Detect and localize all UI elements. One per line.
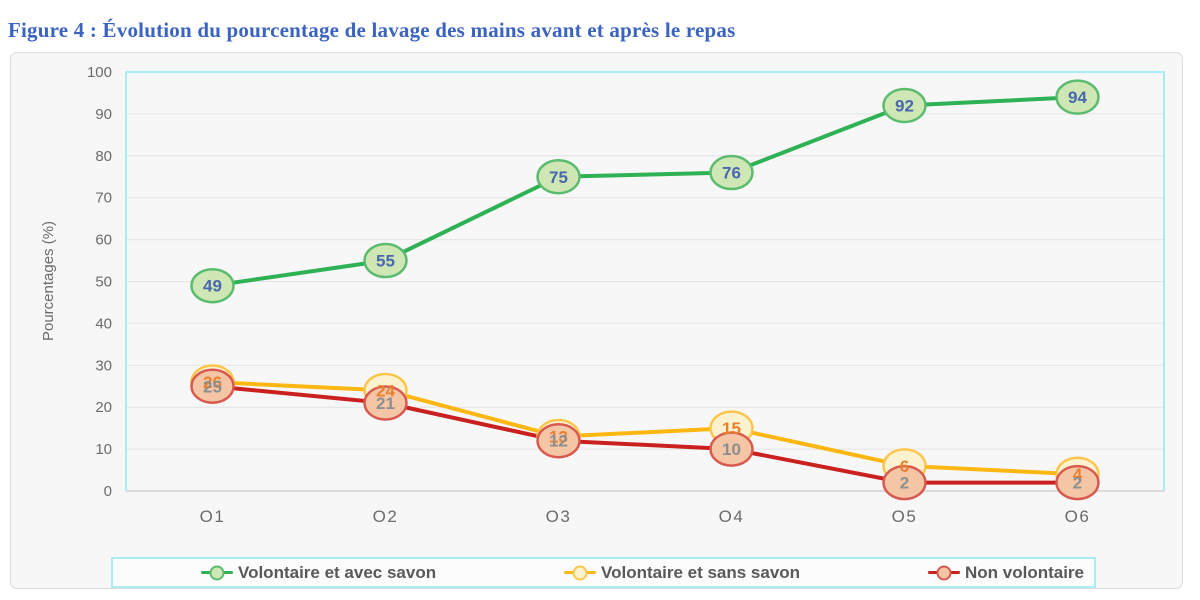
y-tick-label: 10 (95, 441, 112, 458)
x-tick-label: O1 (200, 507, 226, 526)
legend-item-non-volontaire: Non volontaire (927, 562, 1084, 583)
y-axis-title: Pourcentages (%) (40, 221, 57, 341)
legend-label-non-volontaire: Non volontaire (964, 562, 1084, 582)
data-point-label: 25 (203, 377, 222, 396)
green-series-legend-marker-icon (201, 564, 233, 581)
legend-item-volontaire-avec-savon: Volontaire et avec savon (201, 563, 436, 583)
y-tick-label: 40 (95, 315, 112, 332)
x-tick-label: O4 (719, 507, 745, 526)
data-point-marker (190, 368, 235, 404)
data-point-label: 12 (549, 432, 568, 451)
x-tick-label: O3 (546, 507, 572, 526)
x-tick-label: O2 (373, 507, 399, 526)
series-line (212, 384, 1078, 485)
data-point-label: 13 (549, 428, 568, 447)
legend-label-volontaire-avec-savon: Volontaire et avec savon (238, 562, 437, 582)
data-point-label: 2 (1073, 474, 1082, 493)
data-point-marker (536, 159, 581, 195)
y-tick-label: 30 (95, 357, 112, 374)
y-tick-label: 50 (95, 274, 112, 291)
data-point-label: 76 (722, 164, 741, 183)
x-tick-label: O5 (892, 507, 918, 526)
data-point-marker (363, 242, 408, 279)
data-point-label: 49 (203, 277, 222, 296)
red-series-legend-marker-icon (927, 564, 960, 581)
data-point-label: 4 (1073, 465, 1083, 484)
data-point-label: 94 (1068, 88, 1087, 107)
figure-title: Figure 4 : Évolution du pourcentage de l… (8, 18, 736, 43)
data-point-marker (709, 431, 754, 467)
data-point-marker (882, 464, 927, 501)
legend-circle-glyph (209, 565, 225, 580)
line-chart: 0 10 20 30 40 50 60 70 80 90 100 Pourcentages (%) O1… (40, 64, 1165, 526)
y-tick-label: 60 (95, 232, 112, 249)
data-point-label: 55 (376, 252, 395, 271)
data-point-label: 2 (900, 474, 909, 493)
data-point-label: 26 (203, 373, 222, 392)
chart-legend: Volontaire et avec savon Volontaire et s… (111, 557, 1096, 588)
y-tick-label: 20 (95, 399, 112, 416)
legend-label-volontaire-sans-savon: Volontaire et sans savon (601, 562, 801, 582)
data-point-label: 75 (549, 168, 568, 187)
y-tick-label: 90 (95, 106, 112, 123)
plot-border (125, 71, 1165, 491)
data-point-label: 21 (376, 394, 395, 413)
data-point-label: 6 (900, 457, 909, 476)
data-point-marker (1055, 464, 1100, 501)
series-line (212, 380, 1078, 477)
data-point-marker (363, 385, 408, 421)
x-tick-label: O6 (1065, 507, 1091, 526)
y-tick-label: 100 (87, 64, 112, 81)
y-tick-label: 70 (95, 190, 112, 207)
legend-circle-glyph (572, 565, 588, 580)
yellow-series-legend-marker-icon (564, 564, 597, 581)
chart-container: 0 10 20 30 40 50 60 70 80 90 100 Pourcentages (%) O1… (10, 52, 1183, 589)
data-point-label: 92 (895, 97, 914, 116)
legend-circle-glyph (936, 565, 952, 580)
data-point-marker (882, 87, 927, 124)
y-tick-label: 0 (104, 483, 112, 500)
data-point-label: 15 (722, 419, 741, 438)
data-point-label: 10 (722, 440, 741, 459)
data-point-marker (1055, 79, 1100, 115)
data-point-marker (190, 267, 235, 304)
y-tick-label: 80 (95, 148, 112, 165)
data-point-marker (536, 422, 581, 459)
data-point-label: 24 (376, 381, 395, 400)
data-point-marker (709, 154, 754, 191)
series-line (212, 95, 1078, 288)
legend-item-volontaire-sans-savon: Volontaire et sans savon (564, 563, 800, 583)
